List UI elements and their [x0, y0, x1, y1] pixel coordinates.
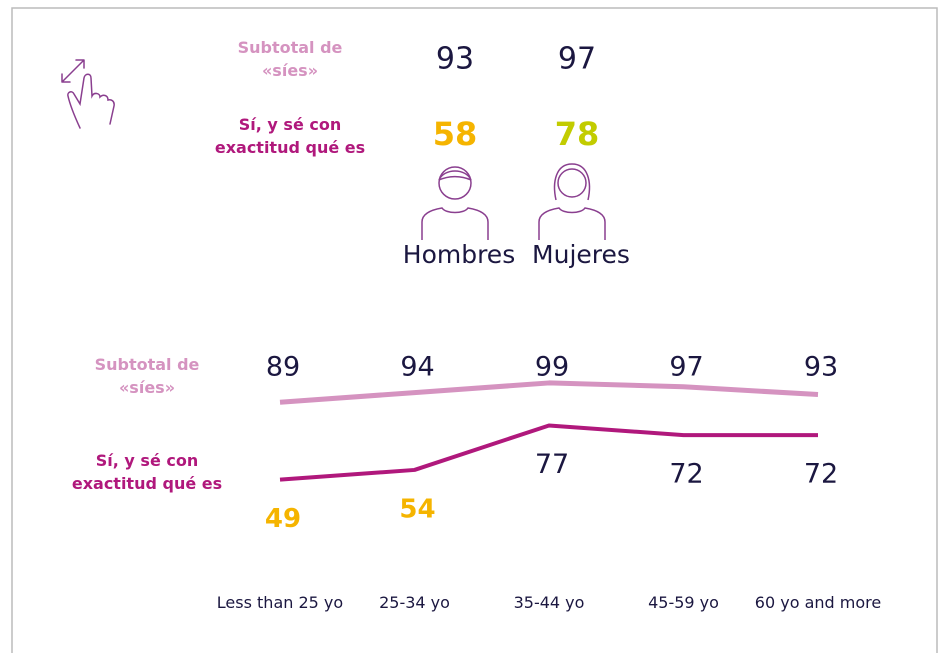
- value-label: 77: [535, 449, 569, 480]
- exact-value: 58: [433, 115, 478, 153]
- exact-label: Sí, y sé con exactitud qué es: [214, 115, 366, 157]
- x-tick-label: 60 yo and more: [754, 593, 882, 612]
- subtotal-label: Subtotal de «síes»: [237, 38, 343, 80]
- man-icon: [421, 166, 489, 240]
- frame: [11, 7, 938, 653]
- subtotal-value: 97: [558, 42, 596, 77]
- value-label: 89: [266, 352, 300, 383]
- exact-label: Sí, y sé con exactitud qué es: [71, 451, 223, 493]
- line: [279, 380, 819, 405]
- gender-label: Mujeres: [532, 240, 630, 269]
- x-tick-label: Less than 25 yo: [216, 593, 344, 612]
- exact-value: 78: [555, 115, 600, 153]
- x-tick-label: 25-34 yo: [379, 593, 450, 612]
- line: [279, 423, 818, 482]
- value-label: 99: [535, 352, 569, 383]
- value-label: 94: [400, 352, 434, 383]
- value-label: 49: [265, 504, 301, 534]
- subtotal-label: Subtotal de «síes»: [94, 355, 200, 397]
- gender-label: Hombres: [403, 240, 515, 269]
- value-label: 97: [669, 352, 703, 383]
- woman-icon: [538, 163, 606, 240]
- value-label: 72: [669, 459, 703, 490]
- gesture-icon: [61, 59, 115, 129]
- value-label: 72: [804, 459, 838, 490]
- x-tick-label: 45-59 yo: [648, 593, 719, 612]
- subtotal-value: 93: [436, 42, 474, 77]
- value-label: 54: [399, 494, 435, 524]
- value-label: 93: [804, 352, 838, 383]
- x-tick-label: 35-44 yo: [513, 593, 585, 612]
